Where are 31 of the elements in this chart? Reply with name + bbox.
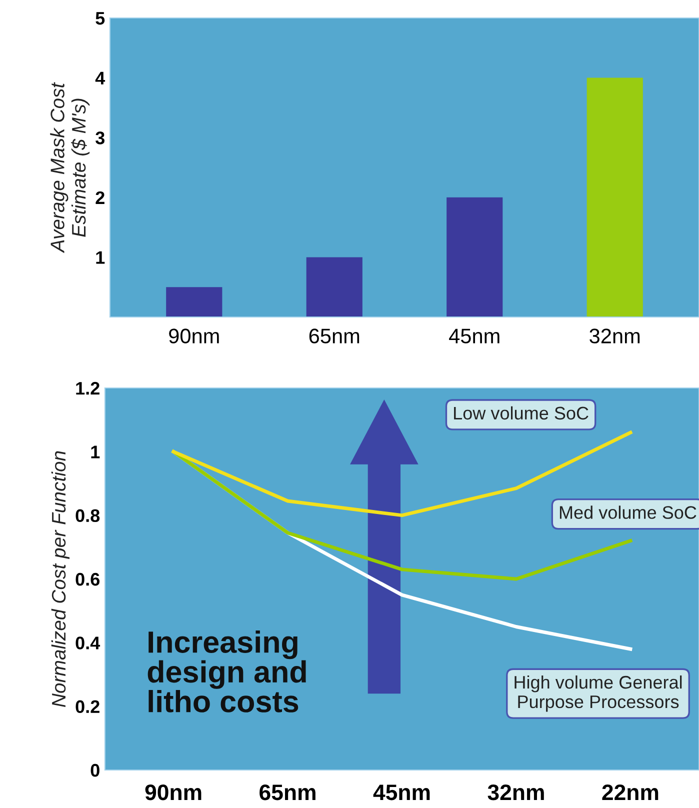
- y-tick-label: 0.8: [76, 509, 100, 522]
- y-tick-label: 0.4: [76, 636, 100, 650]
- y-tick-label: 4: [95, 72, 106, 84]
- x-tick-label: 32nm: [488, 784, 544, 800]
- bar: [586, 78, 643, 317]
- x-tick-label: 32nm: [590, 328, 640, 344]
- series-label: Med volume SoC: [560, 506, 696, 519]
- bar: [446, 197, 503, 317]
- y-axis-title: Average Mask Cost Estimate ($ M's): [50, 82, 90, 254]
- y-tick-label: 3: [96, 132, 104, 144]
- bar: [166, 287, 222, 317]
- y-tick-label: 1.2: [76, 382, 100, 395]
- x-tick-label: 90nm: [169, 328, 219, 344]
- y-tick-label: 1: [91, 446, 100, 458]
- y-tick-label: 0.6: [76, 572, 100, 586]
- x-tick-label: 90nm: [145, 784, 202, 800]
- text: High volume General Purpose Processors: [514, 675, 682, 712]
- bar: [306, 257, 362, 317]
- y-tick-label: 0: [90, 764, 100, 777]
- x-tick-label: 65nm: [309, 328, 360, 344]
- y-tick-label: 5: [96, 12, 105, 25]
- y-tick-label: 1: [96, 251, 105, 264]
- series-label: Low volume SoC: [454, 406, 588, 420]
- x-tick-label: 45nm: [449, 328, 500, 344]
- annotation: Increasing design and litho costs: [148, 630, 306, 712]
- y-tick-label: 0.2: [76, 700, 100, 714]
- x-tick-label: 45nm: [373, 784, 430, 800]
- x-tick-label: 65nm: [260, 784, 316, 800]
- y-axis-title: Normalized Cost per Function: [51, 451, 70, 707]
- x-tick-label: 22nm: [602, 784, 658, 800]
- y-tick-label: 2: [96, 191, 104, 204]
